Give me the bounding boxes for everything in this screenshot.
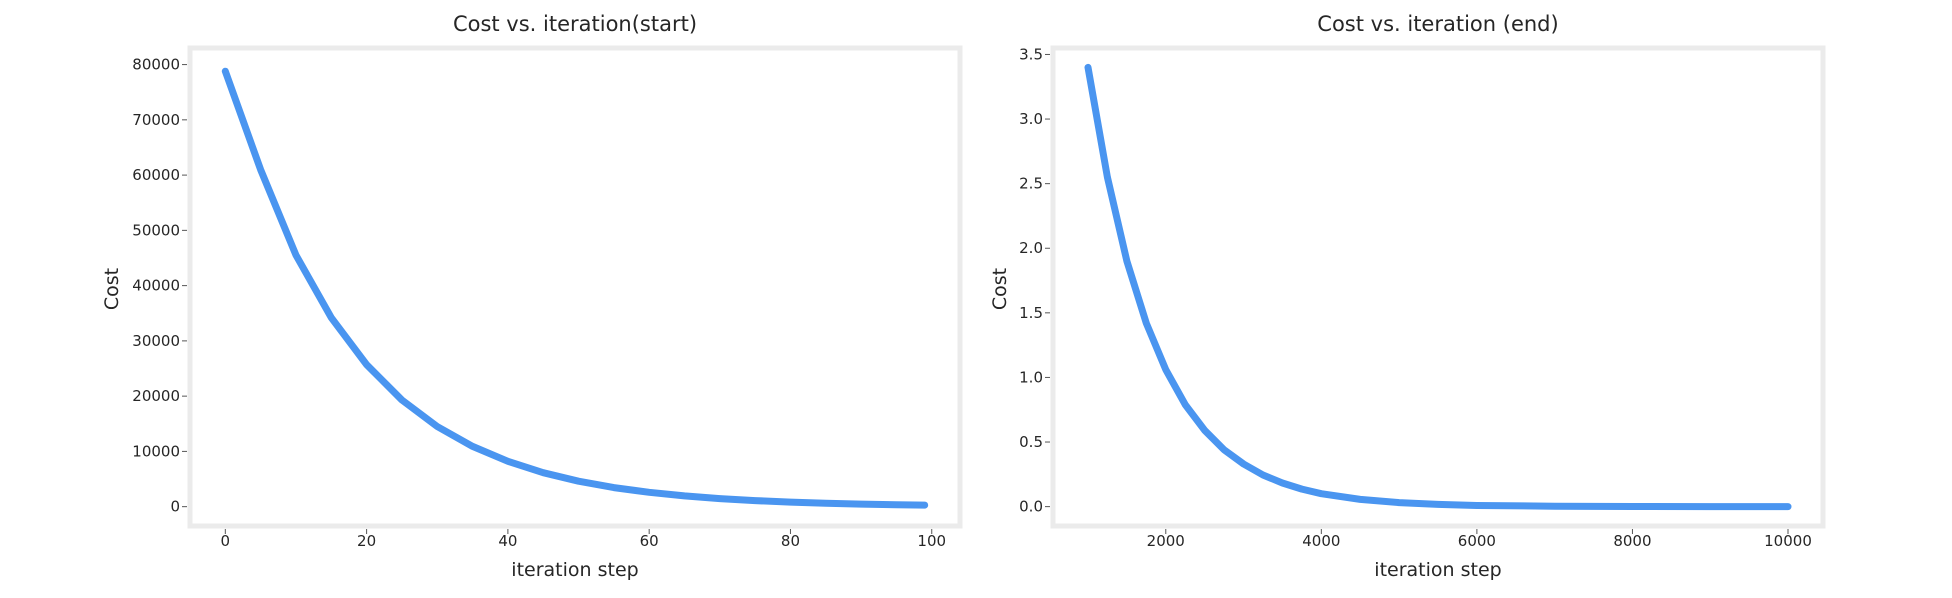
x-axis: 0 20 40 60 80 100: [221, 529, 946, 550]
y-tick-label: 2.5: [1019, 175, 1043, 193]
y-tick-label: 0.5: [1019, 433, 1043, 451]
y-tick-label: 2.0: [1019, 239, 1043, 257]
x-axis: 2000 4000 6000 8000 10000: [1147, 529, 1812, 550]
y-tick-label: 20000: [132, 387, 180, 405]
y-tick-label: 80000: [132, 56, 180, 74]
cost-curve-line: [221, 67, 929, 509]
x-tick-label: 20: [357, 532, 376, 550]
chart-cost-start: Cost vs. iteration(start) 0 20 40 60 80 100 0…: [101, 12, 963, 581]
x-tick-label: 100: [917, 532, 946, 550]
x-tick-label: 60: [640, 532, 659, 550]
y-tick-label: 0: [170, 498, 180, 516]
x-axis-label: iteration step: [1374, 559, 1501, 581]
y-tick-label: 60000: [132, 166, 180, 184]
y-axis: 0 10000 20000 30000 40000 50000 60000 70000 8000…: [132, 56, 187, 516]
x-tick-label: 4000: [1302, 532, 1340, 550]
y-tick-label: 1.0: [1019, 368, 1043, 386]
chart-cost-end: Cost vs. iteration (end) 2000 4000 6000 800…: [989, 12, 1826, 581]
x-tick-label: 40: [498, 532, 517, 550]
x-tick-label: 8000: [1613, 532, 1651, 550]
y-tick-label: 30000: [132, 332, 180, 350]
x-tick-label: 0: [221, 532, 231, 550]
y-tick-label: 0.0: [1019, 498, 1043, 516]
x-axis-label: iteration step: [511, 559, 638, 581]
y-axis-label: Cost: [989, 268, 1011, 310]
y-axis: 0.0 0.5 1.0 1.5 2.0 2.5 3.0 3.5: [1019, 45, 1050, 516]
chart-title: Cost vs. iteration(start): [453, 12, 697, 36]
y-tick-label: 3.0: [1019, 110, 1043, 128]
y-tick-label: 70000: [132, 111, 180, 129]
x-tick-label: 6000: [1458, 532, 1496, 550]
y-tick-label: 40000: [132, 277, 180, 295]
plot-area: [187, 45, 963, 529]
x-tick-label: 10000: [1764, 532, 1812, 550]
y-tick-label: 10000: [132, 442, 180, 460]
chart-title: Cost vs. iteration (end): [1317, 12, 1558, 36]
y-axis-label: Cost: [101, 268, 123, 310]
y-tick-label: 1.5: [1019, 304, 1043, 322]
x-tick-label: 2000: [1147, 532, 1185, 550]
x-tick-label: 80: [781, 532, 800, 550]
y-tick-label: 50000: [132, 221, 180, 239]
cost-curve-line: [1084, 63, 1792, 511]
plot-area: [1050, 45, 1826, 529]
y-tick-label: 3.5: [1019, 45, 1043, 63]
